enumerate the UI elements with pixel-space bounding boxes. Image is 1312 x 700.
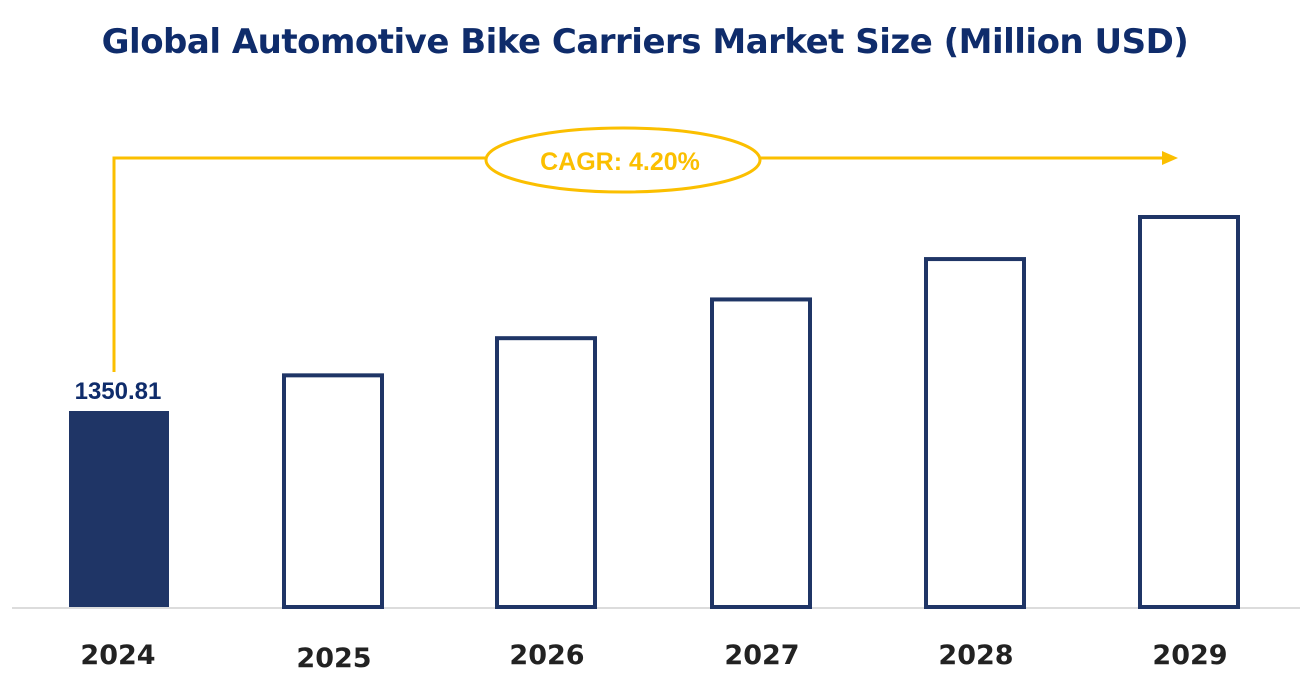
- cagr-label: CAGR: 4.20%: [540, 148, 700, 176]
- bar-2025: [282, 373, 384, 609]
- arrow-head-icon: [1162, 151, 1178, 165]
- bar-2024: [69, 411, 169, 607]
- cagr-arrow-line: [112, 156, 486, 372]
- bar-2028: [924, 257, 1026, 609]
- cagr-ellipse: [484, 126, 762, 194]
- chart-title: Global Automotive Bike Carriers Market S…: [101, 22, 1189, 62]
- x-tick-label: 2027: [724, 640, 799, 671]
- x-tick-label: 2029: [1152, 640, 1227, 671]
- bar-2027: [710, 297, 812, 609]
- data-label: 1350.81: [75, 378, 162, 405]
- x-tick-label: 2024: [80, 640, 155, 671]
- x-tick-label: 2025: [296, 643, 371, 674]
- x-tick-label: 2028: [938, 640, 1013, 671]
- bar-2026: [495, 336, 597, 609]
- x-tick-label: 2026: [509, 640, 584, 671]
- bar-2029: [1138, 215, 1240, 609]
